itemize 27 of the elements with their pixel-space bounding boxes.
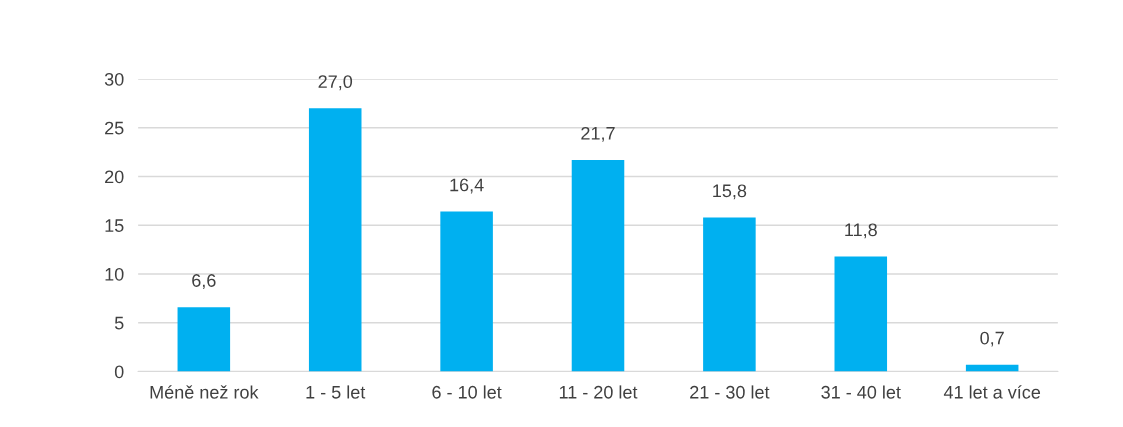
data-label: 11,8 xyxy=(845,223,877,239)
x-tick-label: 11 - 20 let xyxy=(559,385,638,399)
data-label: 21,7 xyxy=(581,126,615,142)
data-label: 15,8 xyxy=(713,184,747,200)
data-label: 27,0 xyxy=(318,75,353,91)
y-tick-label: 30 xyxy=(104,72,124,86)
bar xyxy=(177,307,231,372)
y-tick-label: 25 xyxy=(105,121,124,135)
data-label: 16,4 xyxy=(450,178,484,194)
bar xyxy=(703,217,756,372)
y-tick-label: 20 xyxy=(105,170,124,184)
x-tick-label: 1 - 5 let xyxy=(306,385,366,399)
x-tick-label: 21 - 30 let xyxy=(690,385,770,399)
y-tick-label: 5 xyxy=(114,316,124,330)
y-tick-label: 0 xyxy=(114,365,124,379)
x-tick-label: Méně než rok xyxy=(150,385,259,399)
x-tick-label: 41 let a více xyxy=(943,385,1041,399)
bar xyxy=(571,159,625,372)
data-label: 0,7 xyxy=(980,331,1004,347)
data-label: 6,6 xyxy=(192,274,216,290)
x-tick-label: 31 - 40 let xyxy=(821,385,901,399)
bar xyxy=(834,256,888,372)
y-tick-label: 15 xyxy=(105,219,124,232)
bar xyxy=(440,211,493,372)
bar xyxy=(308,108,362,372)
y-tick-label: 10 xyxy=(105,267,124,281)
x-tick-label: 6 - 10 let xyxy=(432,385,502,399)
